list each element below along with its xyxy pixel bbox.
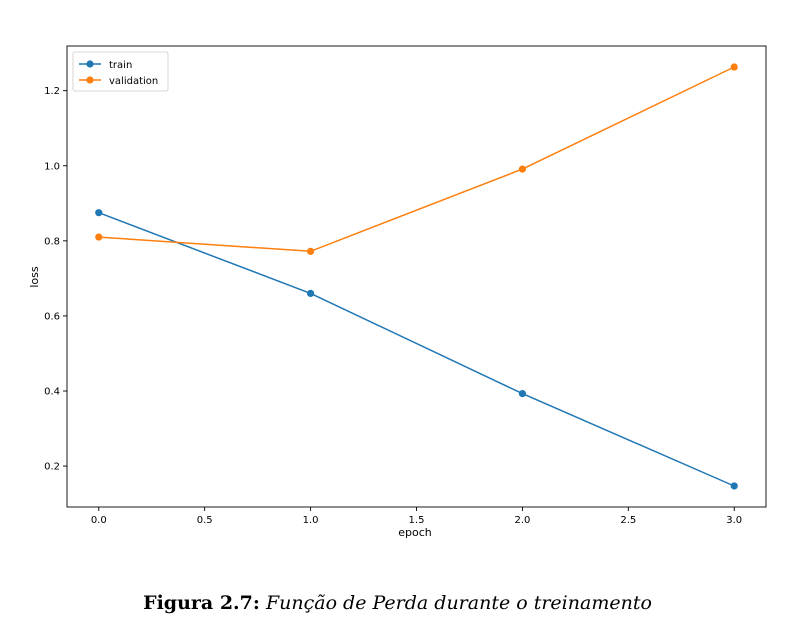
y-tick-label: 0.4 (44, 386, 60, 397)
train-point (518, 390, 527, 398)
x-tick-label: 1.5 (409, 515, 425, 526)
validation-point (95, 233, 103, 241)
train-line (98, 211, 735, 487)
x-axis-label: epoch (398, 526, 432, 539)
figure-caption: Figura 2.7: Função de Perda durante o tr… (0, 592, 795, 614)
loss-chart: 0.0 0.5 1.0 1.5 2.0 2.5 3.0 0.2 0.4 0.6 0.8 1.0 1.2… (28, 45, 767, 539)
validation-line (98, 66, 735, 253)
legend: train validation (72, 51, 169, 92)
x-tick-label: 0.5 (197, 515, 213, 526)
y-tick-label: 0.8 (44, 236, 60, 247)
x-tick-label: 3.0 (726, 515, 742, 526)
train-point (95, 209, 103, 217)
x-axis: 0.0 0.5 1.0 1.5 2.0 2.5 3.0 (91, 507, 742, 526)
series-layer (95, 63, 738, 490)
plot-area (66, 45, 767, 508)
caption-text: Função de Perda durante o treinamento (265, 592, 652, 614)
legend-train-label: train (109, 60, 132, 71)
x-tick-label: 0.0 (91, 515, 107, 526)
y-axis-label: loss (28, 266, 41, 288)
x-tick-label: 2.5 (620, 515, 636, 526)
legend-validation-marker (86, 76, 94, 84)
legend-box (72, 51, 169, 92)
validation-point (518, 165, 527, 173)
y-axis: 0.2 0.4 0.6 0.8 1.0 1.2 (44, 86, 67, 473)
y-tick-label: 0.6 (44, 311, 60, 322)
y-tick-label: 1.2 (44, 86, 60, 97)
validation-point (730, 63, 738, 71)
y-tick-label: 0.2 (44, 462, 60, 473)
x-tick-label: 1.0 (303, 515, 319, 526)
y-tick-label: 1.0 (44, 161, 60, 172)
train-point (306, 289, 315, 297)
validation-point (306, 247, 315, 255)
x-tick-label: 2.0 (514, 515, 530, 526)
plot-frame (66, 45, 767, 508)
train-point (730, 482, 738, 490)
legend-train-marker (86, 60, 94, 68)
caption-label: Figura 2.7: (143, 592, 260, 614)
legend-validation-label: validation (109, 76, 158, 87)
